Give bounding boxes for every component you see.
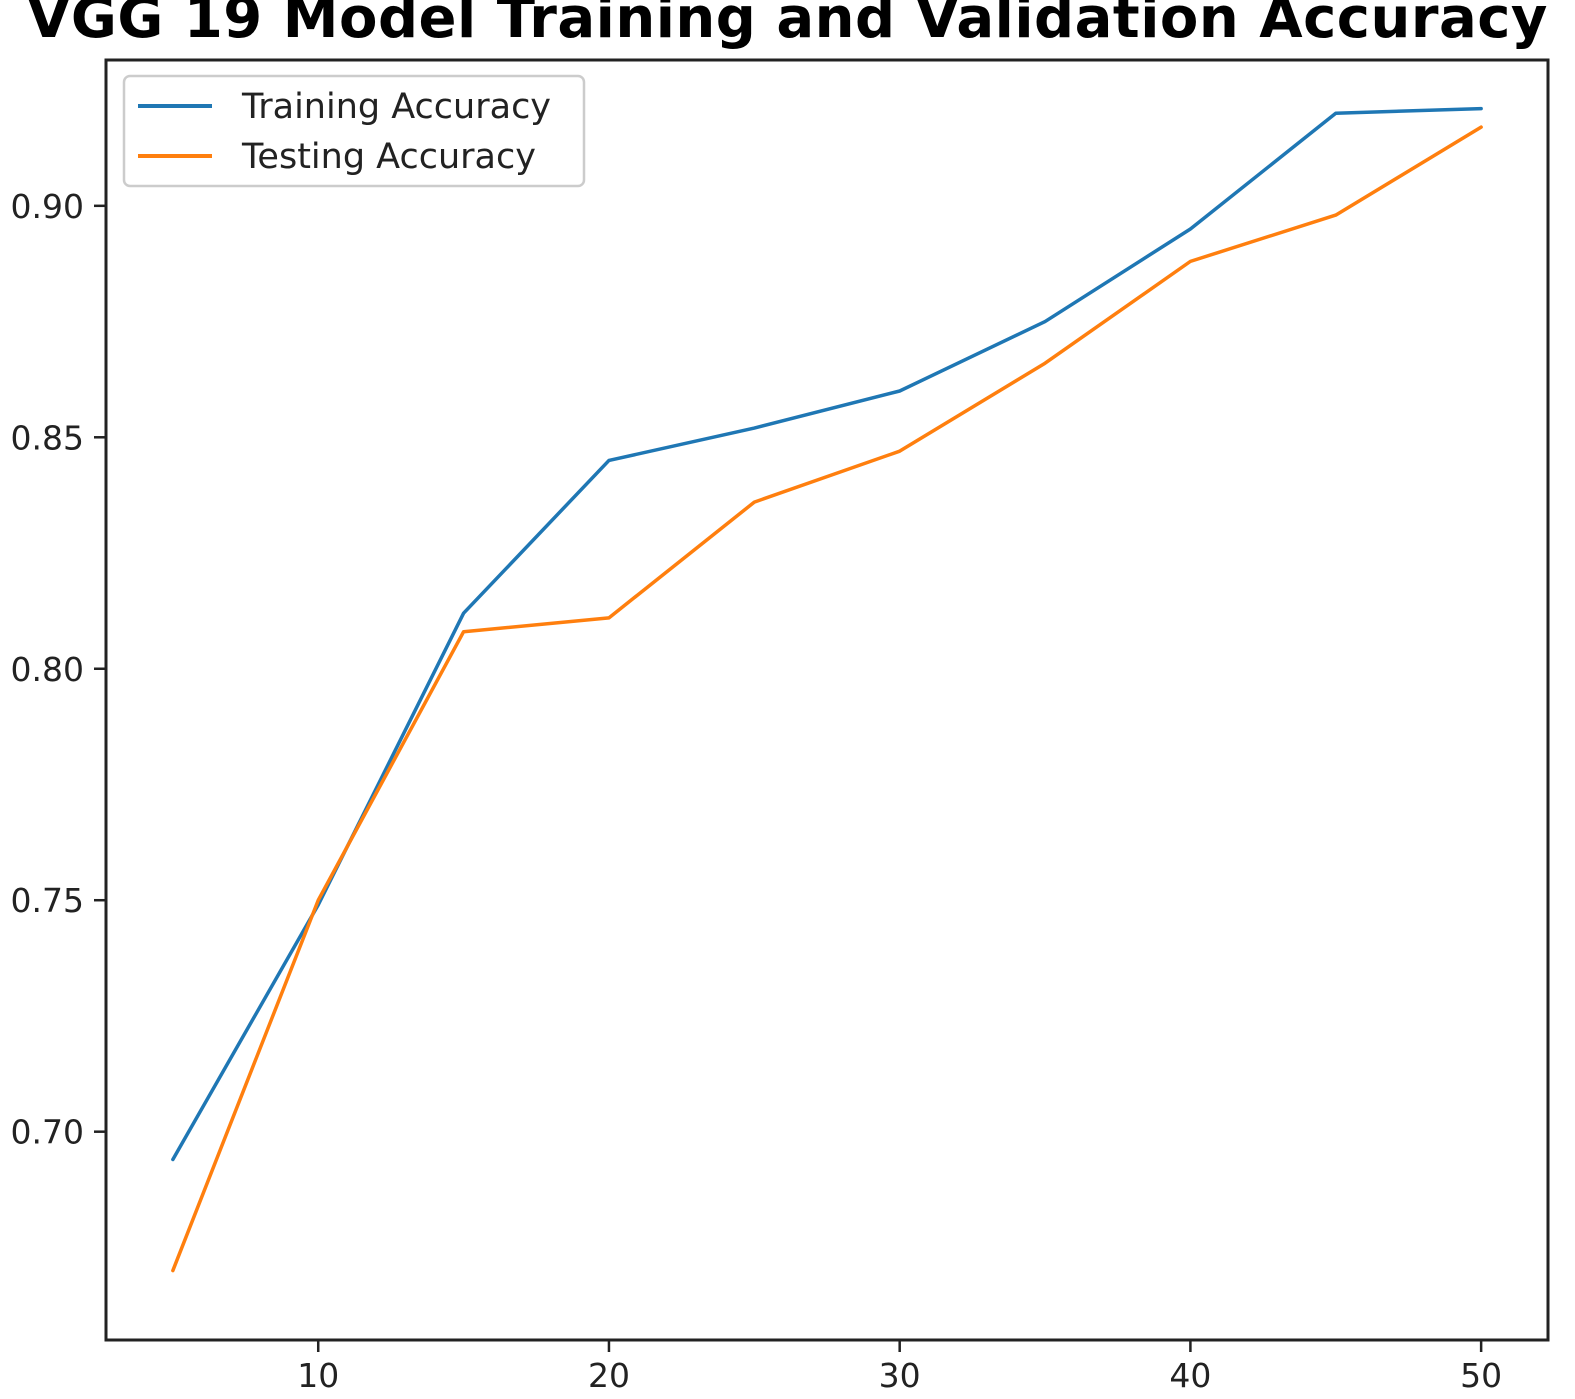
y-tick-label: 0.80 [11, 650, 84, 689]
x-tick-label: 50 [1460, 1356, 1502, 1395]
legend-entry: Testing Accuracy [241, 137, 536, 177]
series-line-testing [171, 125, 1483, 1273]
series-layer [171, 106, 1483, 1273]
plot-frame [104, 58, 1550, 1342]
ticks-layer: 10 20 30 40 50 0.70 0.75 0.80 0.85 0.90 [11, 187, 1503, 1395]
legend-entry: Training Accuracy [241, 87, 551, 127]
x-tick-label: 20 [588, 1356, 630, 1395]
y-tick-label: 0.90 [11, 187, 84, 226]
legend: Training Accuracy Testing Accuracy [122, 74, 586, 188]
x-tick-label: 10 [297, 1356, 339, 1395]
x-tick-label: 40 [1169, 1356, 1211, 1395]
legend-box [122, 74, 586, 188]
y-tick-label: 0.75 [11, 881, 84, 920]
series-line-training [171, 106, 1483, 1162]
y-tick-label: 0.70 [11, 1113, 84, 1152]
y-tick-label: 0.85 [11, 418, 84, 457]
chart-title: VGG 19 Model Training and Validation Acc… [27, 0, 1548, 51]
x-tick-label: 30 [879, 1356, 921, 1395]
